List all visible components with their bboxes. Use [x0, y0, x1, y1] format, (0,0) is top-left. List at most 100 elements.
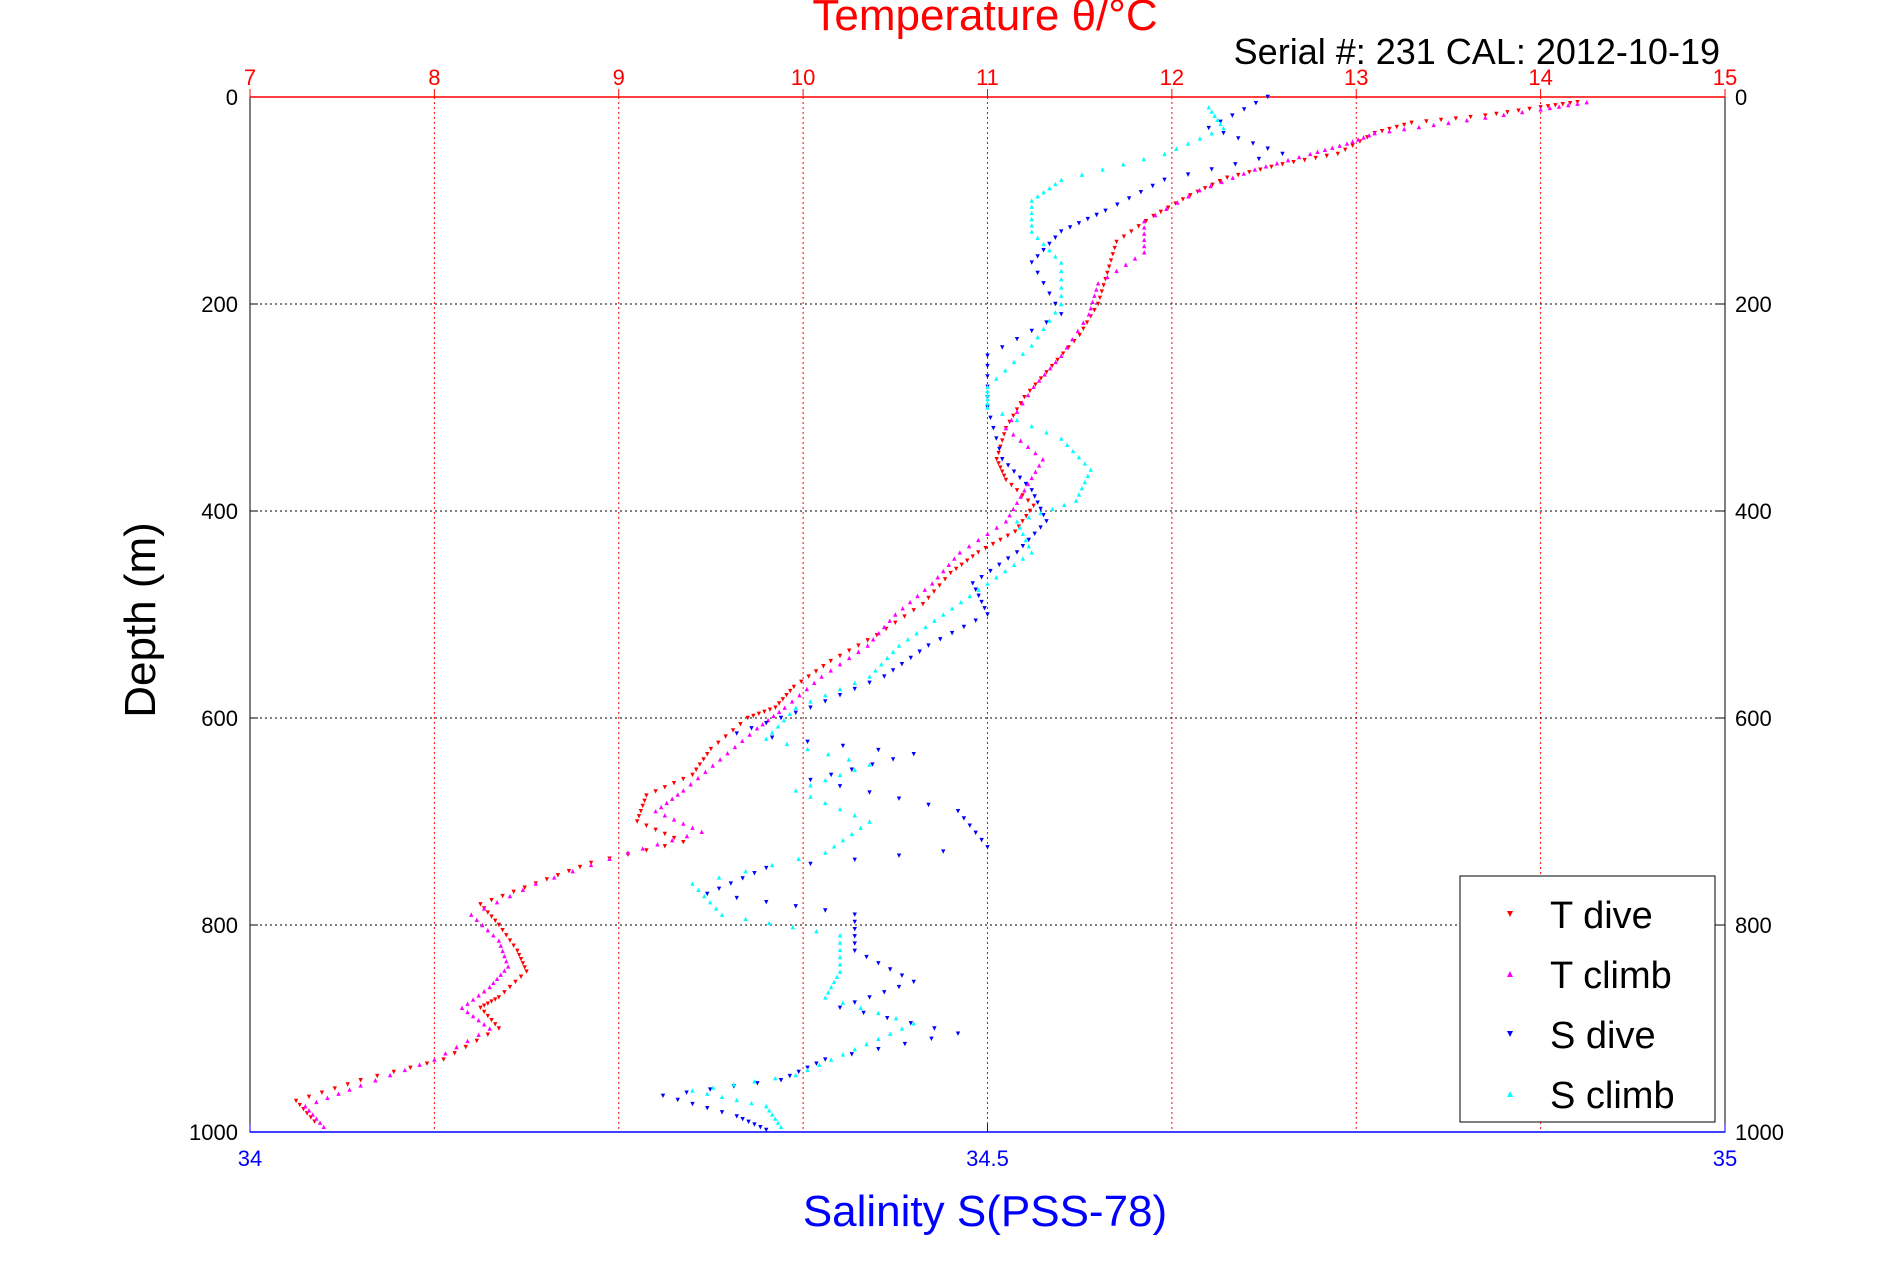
data-point — [481, 1009, 487, 1015]
data-point — [1053, 359, 1058, 365]
data-point — [985, 845, 990, 850]
data-point — [973, 618, 978, 623]
data-point — [515, 948, 520, 954]
data-point — [911, 752, 916, 757]
data-point — [998, 465, 1003, 470]
data-point — [662, 785, 668, 790]
data-point — [790, 924, 795, 930]
data-point — [1081, 326, 1086, 332]
data-point — [1047, 247, 1052, 253]
data-point — [852, 1000, 857, 1005]
data-point — [489, 897, 494, 903]
data-point — [688, 782, 693, 787]
data-point — [1041, 326, 1046, 332]
data-point — [837, 1005, 843, 1010]
data-point — [814, 929, 819, 934]
data-point — [476, 1018, 481, 1023]
data-point — [846, 757, 852, 762]
data-point — [317, 1120, 323, 1125]
data-point — [823, 699, 828, 704]
data-point — [522, 885, 527, 890]
data-point — [1031, 384, 1036, 389]
data-point — [719, 912, 725, 917]
data-point — [481, 1003, 487, 1008]
data-point — [518, 956, 524, 962]
data-point — [1027, 388, 1033, 394]
data-point — [303, 1103, 308, 1109]
data-point — [734, 731, 739, 736]
data-point — [899, 973, 905, 978]
data-point — [1025, 444, 1031, 450]
data-point — [796, 1069, 801, 1075]
data-point — [1022, 394, 1027, 400]
data-point — [671, 835, 677, 841]
data-point — [1553, 103, 1558, 108]
data-point — [967, 593, 972, 599]
data-point — [1073, 498, 1079, 503]
data-point — [1401, 122, 1407, 128]
data-point — [1158, 209, 1164, 215]
x-bottom-tick-label: 35 — [1713, 1146, 1737, 1171]
data-point — [1077, 332, 1082, 338]
data-point — [985, 397, 990, 402]
data-point — [823, 850, 828, 855]
data-point — [625, 850, 631, 855]
data-point — [994, 575, 999, 580]
data-point — [731, 1082, 736, 1087]
data-point — [867, 819, 872, 824]
data-point — [882, 624, 887, 630]
data-point — [911, 1021, 916, 1026]
data-point — [1025, 481, 1031, 487]
chart-subtitle: Serial #: 231 CAL: 2012-10-19 — [1234, 31, 1720, 72]
legend-label: S dive — [1550, 1015, 1656, 1057]
legend-label: S climb — [1550, 1075, 1675, 1117]
data-point — [1285, 157, 1291, 163]
data-point — [837, 693, 843, 698]
data-point — [1409, 120, 1414, 126]
data-point — [485, 910, 491, 915]
data-point — [1233, 162, 1238, 167]
data-point — [1103, 208, 1108, 214]
data-point — [806, 674, 811, 679]
data-point — [1050, 506, 1055, 512]
data-point — [1142, 231, 1147, 236]
data-point — [1085, 216, 1090, 222]
data-point — [852, 912, 857, 917]
data-point — [852, 926, 857, 932]
data-point — [932, 1026, 937, 1031]
data-point — [856, 643, 861, 648]
data-point — [321, 1124, 326, 1130]
data-point — [476, 1032, 481, 1037]
data-point — [1143, 219, 1149, 224]
data-point — [708, 1087, 713, 1092]
data-point — [837, 653, 843, 659]
data-point — [896, 984, 902, 990]
data-point — [985, 581, 990, 586]
series-s-climb — [690, 105, 1226, 1130]
data-point — [1126, 196, 1132, 201]
data-point — [1059, 353, 1064, 358]
data-point — [1014, 417, 1020, 423]
data-point — [732, 744, 738, 750]
data-point — [858, 825, 863, 830]
data-point — [734, 1114, 739, 1119]
data-point — [1038, 376, 1044, 381]
data-point — [306, 1094, 312, 1100]
data-point — [1029, 204, 1034, 209]
data-point — [719, 1094, 725, 1100]
legend-entry: S dive — [1507, 1015, 1656, 1057]
data-point — [890, 649, 896, 654]
data-point — [1059, 276, 1064, 282]
data-point — [1197, 136, 1203, 141]
data-point — [1560, 102, 1565, 107]
data-point — [345, 1082, 350, 1087]
data-point — [498, 943, 503, 948]
data-point — [1041, 241, 1046, 247]
data-point — [1185, 172, 1191, 177]
data-point — [985, 612, 990, 617]
data-point — [459, 1005, 465, 1010]
data-point — [852, 686, 857, 692]
data-point — [961, 816, 967, 821]
data-point — [743, 916, 748, 921]
data-point — [1215, 117, 1220, 122]
